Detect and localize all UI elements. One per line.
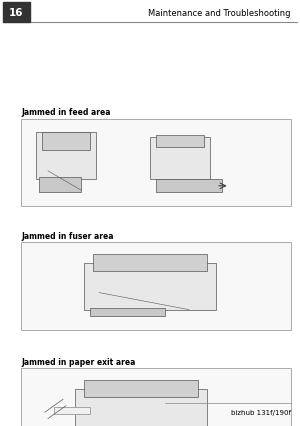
FancyBboxPatch shape [156,135,204,148]
FancyBboxPatch shape [21,368,291,426]
FancyBboxPatch shape [150,137,210,180]
FancyBboxPatch shape [21,119,291,207]
Text: Jammed in feed area: Jammed in feed area [21,108,110,117]
Text: Maintenance and Troubleshooting: Maintenance and Troubleshooting [148,9,291,18]
FancyBboxPatch shape [36,133,96,180]
FancyBboxPatch shape [156,180,222,193]
FancyBboxPatch shape [3,3,30,23]
FancyBboxPatch shape [75,389,207,426]
Text: Jammed in fuser area: Jammed in fuser area [21,232,113,241]
FancyBboxPatch shape [21,243,291,330]
FancyBboxPatch shape [93,255,207,272]
FancyBboxPatch shape [84,263,216,310]
FancyBboxPatch shape [42,133,90,150]
FancyBboxPatch shape [90,308,165,316]
FancyBboxPatch shape [84,380,198,397]
FancyBboxPatch shape [39,178,81,193]
FancyBboxPatch shape [54,406,90,414]
Text: bizhub 131f/190f: bizhub 131f/190f [231,409,291,415]
Text: Jammed in paper exit area: Jammed in paper exit area [21,357,135,366]
Text: 16: 16 [9,8,24,18]
